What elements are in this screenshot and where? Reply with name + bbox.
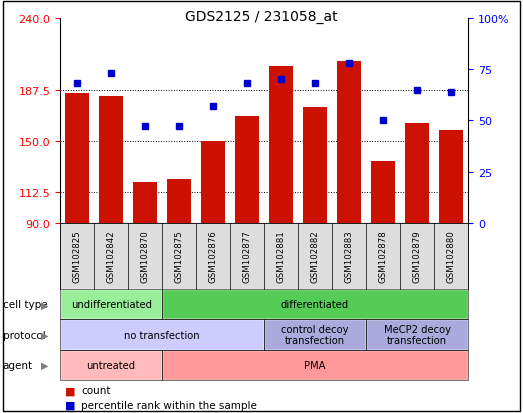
Text: ▶: ▶ [41, 360, 48, 370]
Text: GSM102876: GSM102876 [209, 230, 218, 283]
Text: differentiated: differentiated [281, 299, 349, 310]
Text: PMA: PMA [304, 360, 326, 370]
Text: GSM102880: GSM102880 [447, 230, 456, 283]
Text: GSM102879: GSM102879 [413, 230, 422, 283]
Text: ■: ■ [65, 400, 76, 410]
Text: ▶: ▶ [41, 330, 48, 340]
Text: undifferentiated: undifferentiated [71, 299, 152, 310]
Text: GSM102875: GSM102875 [175, 230, 184, 283]
Bar [167, 180, 191, 223]
Text: GDS2125 / 231058_at: GDS2125 / 231058_at [185, 10, 338, 24]
Bar [65, 94, 89, 223]
Bar [235, 117, 259, 223]
Text: protocol: protocol [3, 330, 46, 340]
Text: ▶: ▶ [41, 299, 48, 310]
Bar [99, 96, 123, 223]
Text: cell type: cell type [3, 299, 47, 310]
Bar [439, 131, 463, 223]
Bar [337, 62, 361, 223]
Text: ■: ■ [65, 385, 76, 395]
Bar [303, 107, 327, 223]
Text: no transfection: no transfection [124, 330, 200, 340]
Text: GSM102842: GSM102842 [107, 230, 116, 283]
Text: MeCP2 decoy
transfection: MeCP2 decoy transfection [383, 324, 451, 346]
Text: GSM102881: GSM102881 [277, 230, 286, 283]
Text: agent: agent [3, 360, 33, 370]
Text: GSM102882: GSM102882 [311, 230, 320, 283]
Text: GSM102878: GSM102878 [379, 230, 388, 283]
Text: GSM102825: GSM102825 [73, 230, 82, 283]
Bar [201, 142, 225, 223]
Text: GSM102883: GSM102883 [345, 230, 354, 283]
Bar [269, 66, 293, 223]
Bar [371, 162, 395, 223]
Bar [405, 124, 429, 223]
Text: count: count [81, 385, 110, 395]
Text: percentile rank within the sample: percentile rank within the sample [81, 400, 257, 410]
Text: untreated: untreated [87, 360, 135, 370]
Text: control decoy
transfection: control decoy transfection [281, 324, 349, 346]
Text: GSM102870: GSM102870 [141, 230, 150, 283]
Bar [133, 183, 157, 223]
Text: GSM102877: GSM102877 [243, 230, 252, 283]
